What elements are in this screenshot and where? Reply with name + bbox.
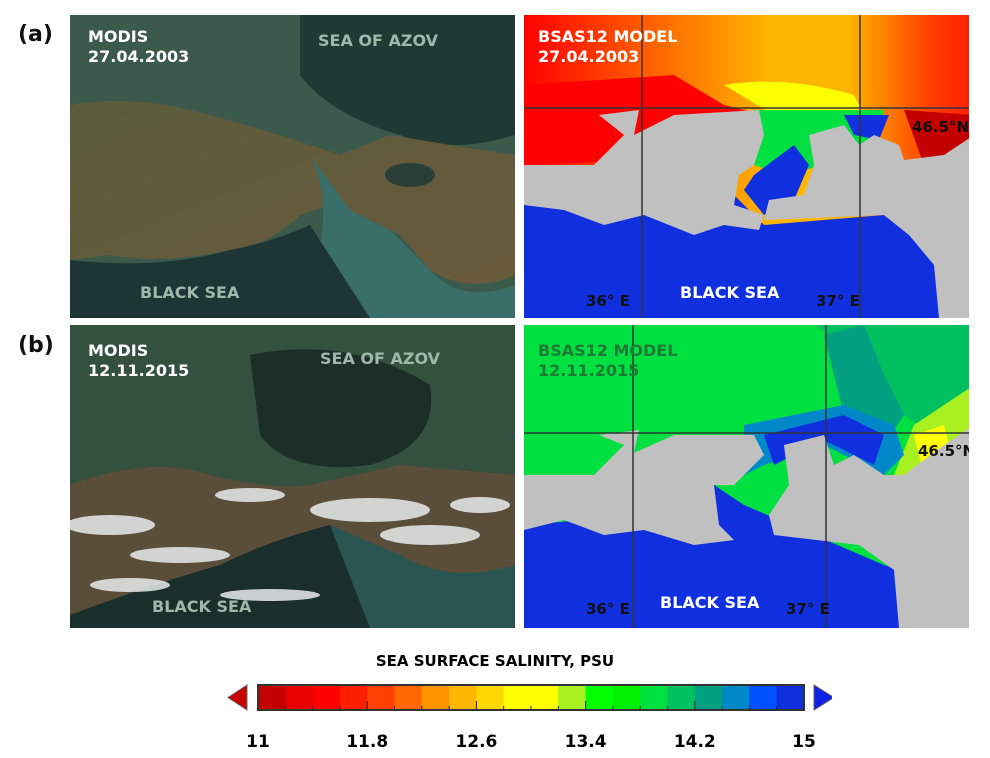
model-map-b: BSAS12 MODEL 12.11.2015 46.5°N 36° E 37° …	[524, 325, 969, 628]
colorbar-segment	[503, 685, 532, 710]
model-label-b: BSAS12 MODEL 12.11.2015	[538, 341, 678, 380]
colorbar-segment	[285, 685, 314, 710]
colorbar-segment	[640, 685, 668, 710]
colorbar-segment	[722, 685, 750, 710]
colorbar-segment	[258, 685, 286, 710]
modis-image-a: MODIS 27.04.2003 SEA OF AZOV BLACK SEA	[70, 15, 515, 318]
colorbar-segment	[449, 685, 477, 710]
colorbar-segment	[394, 685, 423, 710]
colorbar-tick-label: 11.8	[346, 732, 389, 752]
panel-b-label: (b)	[18, 333, 54, 358]
lon-36-label-a: 36° E	[586, 292, 630, 310]
black-sea-model-label-a: BLACK SEA	[680, 283, 780, 302]
colorbar-title: SEA SURFACE SALINITY, PSU	[375, 652, 615, 670]
colorbar-under-arrow	[227, 684, 248, 711]
colorbar-segment	[694, 685, 723, 710]
colorbar-tick-label: 14.2	[673, 732, 716, 752]
colorbar-segment	[612, 685, 641, 710]
colorbar-tick-label: 15	[792, 732, 816, 752]
panel-a-label: (a)	[18, 22, 53, 47]
colorbar-segment	[421, 685, 450, 710]
black-sea-label-a: BLACK SEA	[140, 283, 240, 302]
colorbar-segment	[312, 685, 341, 710]
black-sea-label-b: BLACK SEA	[152, 597, 252, 616]
colorbar-segment	[667, 685, 696, 710]
colorbar-segment	[558, 685, 587, 710]
colorbar-segment	[531, 685, 559, 710]
black-sea-model-label-b: BLACK SEA	[660, 593, 760, 612]
colorbar-over-arrow	[813, 684, 832, 711]
colorbar-segment	[776, 685, 805, 710]
colorbar-segment	[585, 685, 614, 710]
colorbar-segment	[476, 685, 505, 710]
model-label-a: BSAS12 MODEL 27.04.2003	[538, 27, 678, 66]
colorbar-tick-label: 13.4	[564, 732, 607, 752]
sea-of-azov-label-a: SEA OF AZOV	[318, 31, 439, 50]
colorbar-tick-label: 12.6	[455, 732, 498, 752]
sea-of-azov-label-b: SEA OF AZOV	[320, 349, 441, 368]
lon-37-label-a: 37° E	[816, 292, 860, 310]
colorbar-segment	[339, 685, 368, 710]
model-map-a: BSAS12 MODEL 27.04.2003 46.5°N 36° E 37° …	[524, 15, 969, 318]
modis-image-b: MODIS 12.11.2015 SEA OF AZOV BLACK SEA	[70, 325, 515, 628]
lon-36-label-b: 36° E	[586, 600, 630, 618]
colorbar-tick-label: 11	[246, 732, 270, 752]
colorbar	[227, 684, 832, 711]
modis-label-a: MODIS 27.04.2003	[88, 27, 190, 66]
lat-label-b: 46.5°N	[918, 442, 969, 460]
colorbar-segment	[749, 685, 778, 710]
colorbar-segment	[367, 685, 395, 710]
modis-label-b: MODIS 12.11.2015	[88, 341, 190, 380]
lat-label-a: 46.5°N	[912, 118, 969, 136]
lon-37-label-b: 37° E	[786, 600, 830, 618]
